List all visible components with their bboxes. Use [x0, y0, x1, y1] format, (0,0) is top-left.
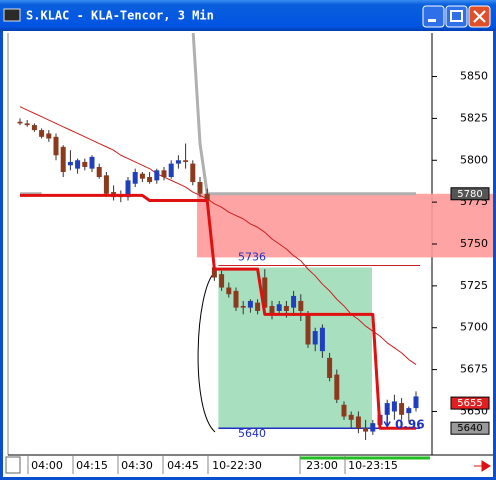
- candle-body: [233, 290, 239, 308]
- candle-body: [75, 160, 81, 169]
- y-tick-label: 5750: [460, 237, 488, 250]
- candle-body: [399, 403, 405, 415]
- y-tick-label: 5700: [460, 321, 488, 334]
- candle-body: [154, 170, 160, 181]
- candle-body: [355, 416, 361, 429]
- candle-body: [204, 193, 210, 201]
- candle-body: [226, 287, 232, 295]
- candle-body: [276, 304, 282, 311]
- candle-body: [341, 404, 347, 417]
- candle-body: [183, 160, 189, 162]
- y-tick-label: 5800: [460, 153, 488, 166]
- candle-body: [255, 302, 261, 311]
- candle-body: [103, 175, 109, 194]
- price-box-label: 5640: [457, 423, 482, 434]
- stop-line: [20, 193, 416, 430]
- target-box: [218, 267, 372, 429]
- app-icon: [3, 8, 21, 22]
- price-box-label: 5780: [457, 189, 482, 200]
- candle-body: [168, 163, 174, 178]
- price-box: [450, 396, 490, 410]
- candle-body: [370, 423, 376, 432]
- x-tick-label: 04:15: [76, 459, 108, 472]
- candle-body: [161, 170, 167, 178]
- target-bottom-label: 5640: [238, 427, 266, 440]
- candle-body: [190, 163, 196, 183]
- supply-zone: [197, 193, 493, 258]
- candle-body: [363, 428, 369, 432]
- range-arc: [197, 271, 216, 433]
- candle-body: [31, 125, 37, 131]
- candle-body: [406, 408, 412, 414]
- window-title: S.KLAC - KLA-Tencor, 3 Min: [26, 9, 214, 23]
- x-tick-label: 23:00: [306, 459, 338, 472]
- scroll-right-arrow[interactable]: [474, 460, 491, 472]
- candle-body: [96, 166, 102, 178]
- y-tick-label: 5825: [460, 111, 488, 124]
- x-tick-label: 10-22:30: [212, 459, 262, 472]
- candle-body: [247, 300, 253, 308]
- scroll-box[interactable]: [5, 456, 21, 474]
- price-box: [450, 187, 490, 201]
- candle-body: [125, 180, 131, 198]
- candle-body: [39, 130, 45, 137]
- candle-body: [262, 277, 268, 308]
- y-tick-label: 5675: [460, 363, 488, 376]
- ratio-label: 0.96: [395, 418, 425, 432]
- candle-body: [240, 305, 246, 308]
- candle-body: [67, 161, 73, 166]
- x-tick-label: 04:00: [31, 459, 63, 472]
- y-tick-label: 5725: [460, 279, 488, 292]
- trailing-line: [20, 33, 416, 196]
- ratio-arrow: [383, 408, 391, 428]
- candle-body: [60, 146, 66, 172]
- candle-body: [269, 305, 275, 315]
- candle-body: [219, 274, 225, 288]
- candle-body: [197, 182, 203, 194]
- candle-body: [283, 305, 289, 311]
- candle-body: [46, 133, 52, 139]
- candle-body: [327, 357, 333, 378]
- minimize-button[interactable]: [422, 5, 445, 28]
- candle-body: [211, 267, 217, 278]
- candle-body: [413, 396, 419, 409]
- candle-body: [147, 177, 153, 183]
- candle-body: [334, 374, 340, 400]
- target-top-label: 5736: [238, 250, 266, 263]
- price-box-label: 5655: [457, 398, 482, 409]
- close-button[interactable]: [468, 5, 491, 28]
- candle-body: [175, 160, 181, 164]
- candle-body: [17, 121, 23, 124]
- x-tick-label: 04:30: [121, 459, 153, 472]
- candle-body: [53, 136, 59, 156]
- title-bar: [0, 0, 496, 31]
- candle-body: [139, 173, 145, 179]
- candle-body: [348, 414, 354, 420]
- candle-body: [82, 161, 88, 167]
- candle-body: [298, 300, 304, 311]
- x-tick-label: 04:45: [167, 459, 199, 472]
- maximize-button[interactable]: [445, 5, 468, 28]
- candle-body: [89, 156, 95, 169]
- candle-body: [132, 171, 138, 184]
- candle-body: [24, 123, 30, 126]
- candle-body: [312, 331, 318, 345]
- candle-body: [391, 401, 397, 412]
- candle-body: [305, 314, 311, 345]
- candle-body: [291, 295, 297, 308]
- price-box: [450, 421, 490, 435]
- x-tick-label: 10-23:15: [348, 459, 398, 472]
- candle-body: [319, 327, 325, 352]
- y-tick-label: 5850: [460, 70, 488, 83]
